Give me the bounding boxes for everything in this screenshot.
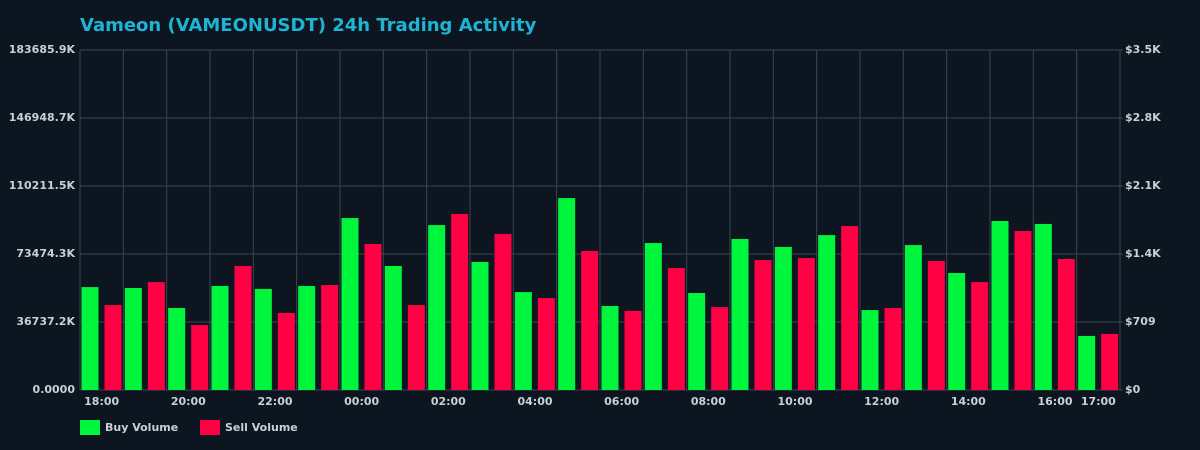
bar: [558, 198, 576, 390]
x-tick-label: 00:00: [344, 395, 379, 408]
bar: [384, 265, 402, 390]
y2-tick-label: $0: [1125, 383, 1141, 396]
bar: [1014, 231, 1032, 390]
legend-swatch: [200, 420, 220, 435]
bar: [471, 261, 489, 390]
y2-tick-label: $709: [1125, 315, 1156, 328]
bar: [341, 218, 359, 390]
bar: [644, 243, 662, 390]
bar: [948, 273, 966, 390]
bar: [991, 221, 1009, 390]
y-tick-label: 110211.5K: [9, 179, 76, 192]
bar: [861, 310, 879, 390]
bar: [1057, 258, 1075, 390]
y2-tick-label: $1.4K: [1125, 247, 1161, 260]
bar: [731, 238, 749, 390]
y-tick-label: 0.0000: [33, 383, 76, 396]
bar: [841, 226, 859, 390]
bar: [234, 265, 252, 390]
bar: [451, 213, 469, 390]
bar: [688, 293, 706, 390]
bar: [147, 282, 165, 390]
x-tick-label: 18:00: [84, 395, 119, 408]
bar: [191, 325, 209, 390]
bar: [927, 260, 945, 390]
bar: [1034, 223, 1052, 390]
bar: [537, 298, 555, 390]
bar: [904, 245, 922, 390]
bar: [298, 285, 316, 390]
bar: [754, 260, 772, 390]
y-tick-label: 73474.3K: [16, 247, 75, 260]
y2-tick-label: $2.1K: [1125, 179, 1161, 192]
bar: [774, 246, 792, 390]
y-tick-label: 146948.7K: [9, 111, 76, 124]
x-tick-label: 04:00: [517, 395, 552, 408]
bar: [428, 225, 446, 390]
bar: [494, 233, 512, 390]
bar: [1101, 333, 1119, 390]
bar: [81, 287, 99, 390]
x-tick-label: 14:00: [951, 395, 986, 408]
bar: [211, 285, 229, 390]
x-tick-label: 06:00: [604, 395, 639, 408]
x-tick-label: 22:00: [257, 395, 292, 408]
y2-tick-label: $2.8K: [1125, 111, 1161, 124]
bar: [884, 308, 902, 390]
bar: [104, 305, 122, 390]
bar: [971, 282, 989, 390]
bar: [124, 288, 142, 390]
x-tick-label: 02:00: [431, 395, 466, 408]
bar: [601, 305, 619, 390]
legend-swatch: [80, 420, 100, 435]
x-tick-label: 12:00: [864, 395, 899, 408]
bar: [1078, 335, 1096, 390]
y2-tick-label: $3.5K: [1125, 43, 1161, 56]
bar: [624, 310, 642, 390]
bar: [581, 250, 599, 390]
x-tick-label: 10:00: [777, 395, 812, 408]
bar: [168, 308, 186, 390]
bar: [514, 292, 532, 390]
x-tick-label: 17:00: [1081, 395, 1116, 408]
bar: [667, 268, 685, 390]
legend-label: Sell Volume: [225, 421, 298, 434]
bar: [254, 288, 272, 390]
y-tick-label: 36737.2K: [16, 315, 75, 328]
x-tick-label: 20:00: [171, 395, 206, 408]
x-tick-label: 08:00: [691, 395, 726, 408]
y-tick-label: 183685.9K: [9, 43, 76, 56]
bar: [321, 285, 339, 390]
bar: [818, 235, 836, 390]
bar: [277, 312, 295, 390]
bar: [364, 243, 382, 390]
chart-title: Vameon (VAMEONUSDT) 24h Trading Activity: [80, 15, 537, 36]
x-tick-label: 16:00: [1037, 395, 1072, 408]
legend-label: Buy Volume: [105, 421, 178, 434]
bar: [407, 305, 425, 390]
bar: [711, 307, 729, 390]
bar: [797, 258, 815, 390]
